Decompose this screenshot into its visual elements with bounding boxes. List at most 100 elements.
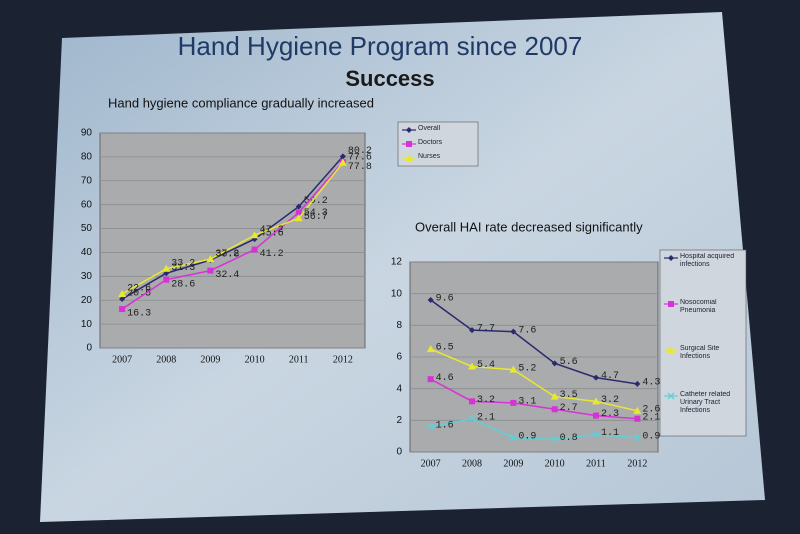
data-point: [163, 270, 170, 277]
data-label: 16.3: [127, 309, 151, 320]
slide-subtitle: Success: [345, 66, 434, 91]
legend-marker: [406, 127, 412, 133]
data-label: 32.4: [215, 270, 239, 281]
data-point: [592, 431, 600, 439]
y-tick-label: 10: [81, 319, 93, 330]
y-tick-label: 0: [396, 447, 402, 458]
y-tick-label: 70: [81, 175, 93, 186]
data-label: 22.6: [127, 284, 151, 295]
data-label: 20.5: [127, 289, 151, 300]
data-point: [468, 362, 476, 370]
data-point: [119, 306, 126, 313]
legend: [659, 249, 747, 437]
data-point: [634, 380, 641, 387]
data-label: 4.3: [642, 378, 660, 389]
data-label: 2.7: [560, 403, 578, 414]
legend-text-box: Hospital acquired infections: [680, 253, 734, 268]
y-tick-label: 60: [81, 199, 93, 210]
data-label: 31.3: [171, 263, 195, 274]
chart-title: Hand hygiene compliance gradually increa…: [108, 95, 374, 110]
x-tick-label: 2011: [586, 458, 606, 469]
series-line: [121, 155, 344, 300]
data-label: 4.7: [601, 371, 619, 382]
data-label: 41.2: [260, 249, 284, 260]
y-tick-label: 50: [81, 223, 93, 234]
data-point: [468, 415, 476, 423]
data-label: 0.9: [518, 431, 536, 442]
legend-text-box: Doctors: [418, 139, 443, 146]
data-label: 9.6: [436, 294, 454, 305]
y-tick-label: 6: [396, 352, 402, 363]
data-point: [509, 434, 517, 442]
data-label: 2.6: [642, 404, 660, 415]
x-tick-label: 2009: [200, 354, 220, 365]
series-line: [430, 378, 638, 420]
legend-marker: [667, 346, 675, 353]
data-point: [551, 360, 558, 367]
data-label: 2.1: [477, 412, 495, 423]
data-label: 56.7: [304, 212, 328, 223]
data-label: 59.2: [304, 196, 328, 207]
y-tick-label: 12: [391, 257, 403, 268]
y-tick-label: 80: [81, 152, 93, 163]
x-tick-label: 2010: [245, 354, 265, 365]
x-tick-label: 2010: [545, 458, 565, 469]
data-point: [633, 434, 641, 442]
data-point: [206, 255, 215, 263]
data-point: [592, 397, 600, 405]
data-label: 7.6: [518, 325, 536, 336]
data-label: 3.2: [477, 395, 495, 406]
y-tick-label: 90: [81, 128, 93, 139]
data-label: 3.2: [601, 395, 619, 406]
data-label: 36.8: [215, 250, 239, 261]
x-tick-label: 2008: [462, 458, 482, 469]
x-tick-label: 2011: [289, 354, 309, 365]
legend-marker: [667, 392, 675, 400]
chart-title: Overall HAI rate decreased significantly: [415, 219, 643, 234]
y-tick-label: 4: [396, 383, 402, 394]
data-point: [593, 412, 599, 419]
data-point: [119, 296, 126, 303]
data-point: [339, 153, 346, 160]
slide-title: Hand Hygiene Program since 2007: [178, 31, 583, 61]
x-tick-label: 2009: [503, 458, 523, 469]
y-tick-label: 10: [391, 288, 403, 299]
data-label: 5.6: [560, 357, 578, 368]
legend-marker: [668, 301, 674, 307]
x-tick-label: 2007: [112, 354, 132, 365]
series-line: [430, 348, 638, 412]
data-label: 6.5: [436, 343, 454, 354]
data-label: 33.2: [171, 258, 195, 269]
data-label: 47.2: [260, 225, 284, 236]
data-label: 3.1: [518, 397, 536, 408]
data-point: [295, 203, 302, 210]
data-label: 2.1: [642, 412, 660, 423]
data-label: 77.8: [348, 162, 372, 173]
data-label: 7.7: [477, 324, 495, 335]
data-point: [251, 246, 258, 253]
legend-text-box: Nosocomial Pneumonia: [680, 299, 717, 314]
data-point: [427, 376, 434, 383]
data-point: [118, 290, 127, 298]
legend-label: Nurses: [418, 153, 441, 160]
data-label: 1.6: [436, 420, 454, 431]
data-point: [207, 267, 214, 274]
series-line: [121, 162, 344, 295]
data-label: 4.6: [436, 373, 454, 384]
legend-marker: [406, 141, 412, 147]
data-point: [295, 209, 302, 216]
data-label: 54.3: [304, 208, 328, 219]
data-point: [469, 327, 475, 334]
series-line: [121, 161, 344, 310]
data-point: [427, 297, 434, 303]
data-point: [593, 374, 599, 381]
y-tick-label: 8: [396, 320, 402, 331]
y-tick-label: 30: [81, 271, 93, 282]
legend-label: Doctors: [418, 139, 443, 146]
legend-marker: [405, 154, 413, 161]
data-point: [633, 406, 642, 414]
legend-text-box: Overall: [418, 125, 440, 132]
x-tick-label: 2012: [333, 354, 353, 365]
